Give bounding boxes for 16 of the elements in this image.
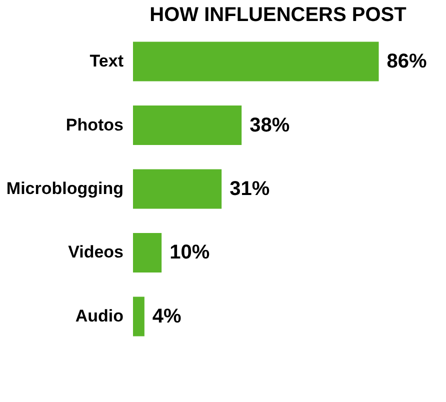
y-tick-label: Videos [68,242,124,262]
y-tick-label: Audio [75,306,124,326]
data-label: 10% [170,242,210,264]
data-label: 31% [230,178,270,200]
data-label: 38% [250,114,290,136]
data-label: 4% [152,305,182,328]
y-tick-label: Microblogging [6,179,124,198]
bar [133,232,162,273]
y-tick-label: Text [90,52,124,71]
bar [133,105,242,146]
data-label: 86% [386,50,428,73]
bar [133,296,144,336]
y-tick-label: Photos [66,115,124,134]
chart-title: HOW INFLUENCERS POST [150,4,406,26]
bar [133,42,379,82]
bar [133,169,222,209]
